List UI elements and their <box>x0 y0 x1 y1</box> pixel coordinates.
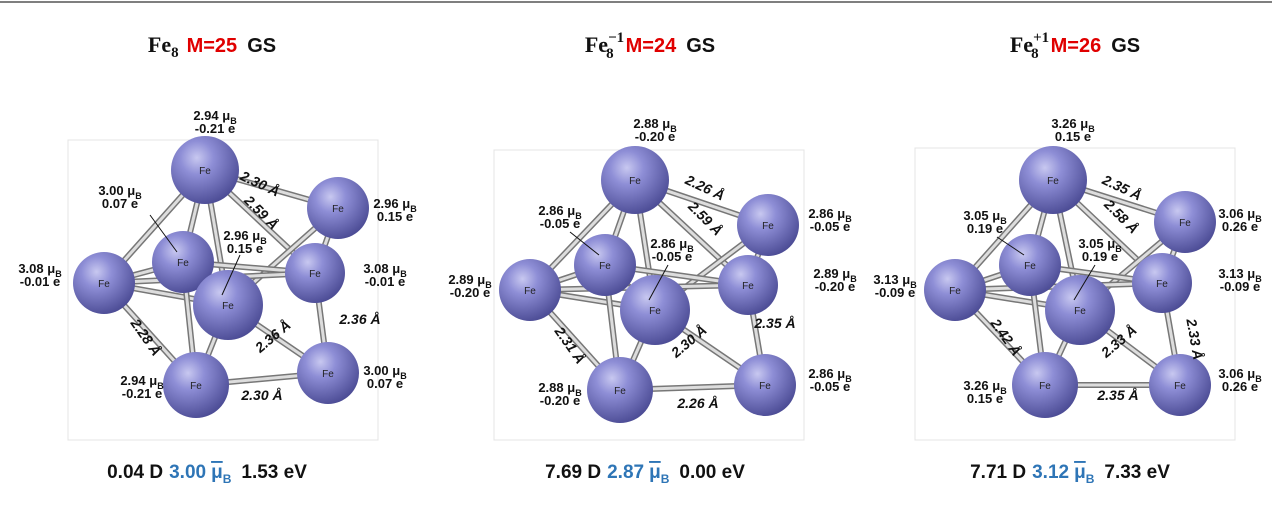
atom-symbol: Fe <box>309 269 321 280</box>
bond-length: 2.36 Å <box>338 311 380 327</box>
atom-symbol: Fe <box>190 381 202 392</box>
atom-symbol: Fe <box>1039 381 1051 392</box>
atom-charge: 0.07 e <box>367 376 403 391</box>
atom-symbol: Fe <box>1024 261 1036 272</box>
panel-footer: 7.71 D 3.12μB 7.33 eV <box>970 462 1170 486</box>
atom-symbol: Fe <box>1156 279 1168 290</box>
atom-symbol: Fe <box>1074 306 1086 317</box>
atom-charge: -0.21 e <box>195 121 235 136</box>
formula: Fe <box>1010 32 1033 57</box>
formula-subscript: 8 <box>1031 46 1039 62</box>
dipole: 0.04 D <box>107 462 163 483</box>
moment-unit-subscript: B <box>661 472 670 486</box>
moment-unit-subscript: B <box>223 472 232 486</box>
formula-superscript: −1 <box>608 30 624 46</box>
moment-unit: μ <box>1074 462 1086 483</box>
atom-charge: 0.26 e <box>1222 379 1258 394</box>
average-moment: 3.00 <box>169 462 206 483</box>
atom-symbol: Fe <box>599 261 611 272</box>
atom-charge: -0.05 e <box>810 379 850 394</box>
atom-symbol: Fe <box>332 204 344 215</box>
moment-unit: μ <box>649 462 661 483</box>
bond-length: 2.26 Å <box>676 395 718 411</box>
atom-symbol: Fe <box>98 279 110 290</box>
atom-symbol: Fe <box>222 301 234 312</box>
state: GS <box>247 35 276 57</box>
energy: 0.00 eV <box>679 462 745 483</box>
atom-charge: 0.15 e <box>227 241 263 256</box>
atom-charge: -0.09 e <box>875 285 915 300</box>
multiplicity: M=24 <box>626 35 677 57</box>
formula: Fe <box>585 32 608 57</box>
atom-symbol: Fe <box>742 281 754 292</box>
multiplicity: M=25 <box>187 35 238 57</box>
formula-subscript: 8 <box>171 45 179 61</box>
atom-symbol: Fe <box>649 306 661 317</box>
atom-symbol: Fe <box>177 258 189 269</box>
moment-unit: μ <box>211 462 223 483</box>
dipole: 7.71 D <box>970 462 1026 483</box>
atom-charge: 0.19 e <box>967 221 1003 236</box>
atom-charge: -0.20 e <box>540 393 580 408</box>
atom-symbol: Fe <box>199 166 211 177</box>
bond-length: 2.28 Å <box>127 315 164 359</box>
atom-charge: -0.09 e <box>1220 279 1260 294</box>
atom-charge: 0.15 e <box>967 391 1003 406</box>
atom-charge: -0.20 e <box>635 129 675 144</box>
atom-symbol: Fe <box>1047 176 1059 187</box>
panel-title: Fe−18 M=24 GS <box>585 30 715 62</box>
atom-symbol: Fe <box>524 286 536 297</box>
structure-panel: FeFeFeFeFeFeFeFe2.94 μB-0.21 e3.00 μB0.0… <box>18 32 417 486</box>
atom-symbol: Fe <box>762 221 774 232</box>
average-moment: 3.12 <box>1032 462 1069 483</box>
average-moment: 2.87 <box>607 462 644 483</box>
panel-title: Fe+18 M=26 GS <box>1010 30 1140 62</box>
formula-superscript: +1 <box>1033 30 1049 46</box>
panel-footer: 0.04 D 3.00μB 1.53 eV <box>107 462 307 486</box>
atom-symbol: Fe <box>949 286 961 297</box>
atom-charge: -0.05 e <box>810 219 850 234</box>
atom-charge: -0.01 e <box>365 274 405 289</box>
atom-charge: 0.07 e <box>102 196 138 211</box>
atom-symbol: Fe <box>322 369 334 380</box>
atom-charge: -0.20 e <box>815 279 855 294</box>
energy: 7.33 eV <box>1104 462 1170 483</box>
atom-symbol: Fe <box>629 176 641 187</box>
atom-symbol: Fe <box>1174 381 1186 392</box>
atom-charge: -0.20 e <box>450 285 490 300</box>
atom-charge: 0.26 e <box>1222 219 1258 234</box>
bond-length: 2.35 Å <box>1096 387 1138 403</box>
bond-length: 2.42 Å <box>987 315 1024 359</box>
multiplicity: M=26 <box>1051 35 1102 57</box>
moment-unit-subscript: B <box>1086 472 1095 486</box>
bond-length: 2.30 Å <box>237 167 282 199</box>
dipole: 7.69 D <box>545 462 601 483</box>
bond-length: 2.33 Å <box>1183 316 1206 360</box>
atom-symbol: Fe <box>1179 218 1191 229</box>
atom-charge: -0.21 e <box>122 386 162 401</box>
bond-length: 2.30 Å <box>240 387 282 403</box>
atom-charge: 0.15 e <box>1055 129 1091 144</box>
atom-charge: -0.05 e <box>652 249 692 264</box>
panel-title: Fe8 M=25 GS <box>148 32 276 61</box>
state: GS <box>686 35 715 57</box>
figure: FeFeFeFeFeFeFeFe2.94 μB-0.21 e3.00 μB0.0… <box>0 0 1272 501</box>
formula-subscript: 8 <box>606 46 614 62</box>
energy: 1.53 eV <box>241 462 307 483</box>
atom-symbol: Fe <box>759 381 771 392</box>
state: GS <box>1111 35 1140 57</box>
atom-charge: -0.05 e <box>540 216 580 231</box>
atom-symbol: Fe <box>614 386 626 397</box>
bond-length: 2.35 Å <box>753 315 795 331</box>
atom-charge: 0.19 e <box>1082 249 1118 264</box>
atom-charge: -0.01 e <box>20 274 60 289</box>
atom-charge: 0.15 e <box>377 209 413 224</box>
formula: Fe <box>148 32 171 57</box>
